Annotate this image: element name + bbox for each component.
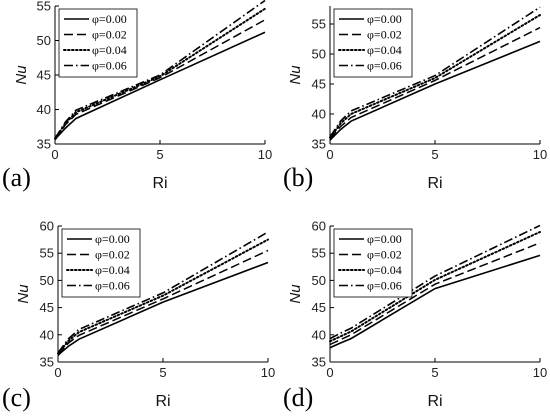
y-tick-label: 35 bbox=[312, 137, 326, 152]
y-axis-title: Nu bbox=[287, 65, 304, 85]
panel-letter: (c) bbox=[2, 383, 31, 412]
y-tick-label: 40 bbox=[37, 102, 51, 117]
legend-label: φ=0.06 bbox=[95, 279, 130, 293]
y-tick-label: 40 bbox=[312, 107, 326, 122]
y-tick-label: 45 bbox=[312, 300, 326, 315]
legend-label: φ=0.02 bbox=[367, 248, 402, 262]
legend-label: φ=0.04 bbox=[92, 43, 127, 57]
x-tick-label: 0 bbox=[326, 147, 333, 162]
legend-label: φ=0.06 bbox=[367, 59, 402, 73]
legend-label: φ=0.00 bbox=[92, 12, 127, 26]
y-tick-label: 50 bbox=[312, 273, 326, 288]
y-axis-title: Nu bbox=[13, 65, 30, 85]
x-tick-label: 5 bbox=[156, 147, 163, 162]
y-tick-label: 45 bbox=[312, 77, 326, 92]
legend-label: φ=0.00 bbox=[367, 12, 402, 26]
series-line-dotted bbox=[329, 14, 541, 139]
legend-label: φ=0.00 bbox=[367, 232, 402, 246]
legend: φ=0.00 φ=0.02φ=0.04 φ=0.06 bbox=[333, 8, 413, 78]
legend: φ=0.00 φ=0.02φ=0.04 φ=0.06 bbox=[61, 228, 141, 298]
legend-label: φ=0.02 bbox=[367, 28, 402, 42]
legend-box bbox=[333, 8, 413, 78]
legend-label: φ=0.04 bbox=[367, 263, 402, 277]
x-tick-label: 0 bbox=[54, 365, 61, 380]
x-tick-label: 10 bbox=[261, 365, 275, 380]
chart-panel-d: 0 5 10354045505560RiNu(d)φ=0.00φ=0.02φ=0.0… bbox=[283, 219, 547, 413]
y-tick-label: 50 bbox=[37, 33, 51, 48]
series-line-dashdot bbox=[57, 231, 269, 353]
legend: φ=0.00 φ=0.02φ=0.04 φ=0.06 bbox=[58, 8, 138, 78]
y-tick-label: 35 bbox=[40, 355, 54, 370]
x-axis-title: Ri bbox=[152, 175, 167, 192]
x-tick-label: 10 bbox=[533, 147, 547, 162]
legend-label: φ=0.06 bbox=[367, 279, 402, 293]
panel-letter: (b) bbox=[283, 163, 313, 192]
series-line-solid bbox=[57, 261, 269, 357]
y-axis-title: Nu bbox=[287, 284, 304, 304]
y-tick-label: 55 bbox=[312, 246, 326, 261]
legend-label: φ=0.02 bbox=[95, 248, 130, 262]
panel-letter: (d) bbox=[283, 383, 313, 412]
y-tick-label: 35 bbox=[312, 355, 326, 370]
y-axis-title: Nu bbox=[15, 284, 32, 304]
legend-label: φ=0.04 bbox=[367, 43, 402, 57]
y-tick-label: 40 bbox=[312, 327, 326, 342]
series-line-solid bbox=[329, 40, 541, 141]
series-line-dashdot bbox=[54, 0, 266, 139]
series-line-dotted bbox=[329, 230, 541, 343]
y-tick-label: 50 bbox=[40, 273, 54, 288]
y-tick-label: 60 bbox=[40, 219, 54, 234]
legend: φ=0.00 φ=0.02φ=0.04 φ=0.06 bbox=[333, 228, 413, 298]
x-tick-label: 5 bbox=[159, 365, 166, 380]
y-tick-label: 50 bbox=[312, 47, 326, 62]
x-tick-label: 0 bbox=[326, 365, 333, 380]
x-tick-label: 0 bbox=[51, 147, 58, 162]
y-tick-label: 60 bbox=[312, 219, 326, 234]
panel-letter: (a) bbox=[2, 163, 31, 192]
y-tick-label: 40 bbox=[40, 327, 54, 342]
chart-panel-c: 0 5 10354045505560RiNu(c)φ=0.00φ=0.02φ=0.0… bbox=[2, 219, 275, 413]
series-line-dashed bbox=[329, 242, 541, 346]
y-tick-label: 45 bbox=[37, 68, 51, 83]
x-axis-title: Ri bbox=[427, 393, 442, 410]
y-tick-label: 55 bbox=[37, 0, 51, 14]
series-line-dashdot bbox=[329, 6, 541, 137]
y-tick-label: 55 bbox=[40, 246, 54, 261]
x-tick-label: 5 bbox=[431, 147, 438, 162]
legend-label: φ=0.04 bbox=[95, 263, 130, 277]
x-axis-title: Ri bbox=[155, 393, 170, 410]
x-tick-label: 10 bbox=[258, 147, 272, 162]
series-line-solid bbox=[329, 254, 541, 349]
y-tick-label: 35 bbox=[37, 137, 51, 152]
x-axis-title: Ri bbox=[427, 175, 442, 192]
series-line-dashdot bbox=[329, 224, 541, 340]
legend-label: φ=0.02 bbox=[92, 28, 127, 42]
legend-label: φ=0.00 bbox=[95, 232, 130, 246]
legend-label: φ=0.06 bbox=[92, 59, 127, 73]
x-tick-label: 10 bbox=[533, 365, 547, 380]
chart-panel-a: 0 5 103540455055RiNu(a)φ=0.00φ=0.02φ=0.04φ… bbox=[2, 0, 272, 192]
x-tick-label: 5 bbox=[431, 365, 438, 380]
series-line-dotted bbox=[54, 7, 266, 140]
chart-panel-b: 0 5 103540455055RiNu(b)φ=0.00φ=0.02φ=0.04φ… bbox=[283, 6, 547, 192]
y-tick-label: 45 bbox=[40, 300, 54, 315]
y-tick-label: 55 bbox=[312, 17, 326, 32]
